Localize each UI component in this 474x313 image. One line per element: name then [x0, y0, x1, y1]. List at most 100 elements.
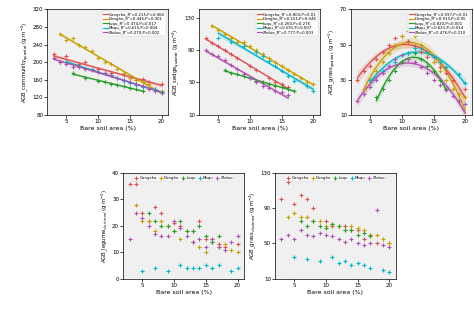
Point — [392, 69, 399, 74]
Point — [398, 53, 406, 58]
Point — [417, 56, 425, 61]
Point — [132, 87, 140, 92]
Point — [316, 223, 323, 228]
Point — [75, 62, 83, 67]
Point — [259, 52, 266, 57]
Point — [202, 250, 210, 255]
Point — [278, 64, 285, 69]
Point — [234, 39, 241, 44]
Point — [234, 265, 241, 270]
Point — [354, 98, 361, 103]
Point — [240, 74, 247, 79]
Point — [411, 33, 419, 38]
Point — [221, 57, 228, 62]
Point — [398, 33, 406, 38]
Point — [322, 225, 330, 230]
Point — [366, 77, 374, 82]
Point — [158, 90, 165, 95]
Point — [322, 232, 330, 237]
X-axis label: Bare soil area (%): Bare soil area (%) — [80, 126, 136, 131]
Point — [436, 65, 444, 70]
Point — [278, 69, 285, 74]
Point — [379, 267, 387, 272]
Point — [56, 60, 64, 65]
Point — [373, 69, 380, 74]
Point — [360, 243, 368, 248]
Point — [234, 250, 241, 255]
Point — [253, 80, 260, 85]
Point — [107, 73, 115, 78]
Point — [417, 65, 425, 70]
Point — [196, 223, 203, 228]
Point — [253, 78, 260, 83]
Point — [139, 85, 146, 90]
Point — [50, 52, 57, 57]
Point — [215, 244, 222, 249]
Point — [227, 70, 235, 75]
Legend: Gangcha, Donghe, Luqu, Maqu, Zhduo: Gangcha, Donghe, Luqu, Maqu, Zhduo — [133, 175, 234, 181]
Point — [69, 35, 77, 40]
Point — [455, 98, 463, 103]
Point — [94, 78, 102, 83]
Point — [183, 265, 191, 270]
Point — [284, 92, 292, 97]
Point — [189, 228, 197, 233]
Point — [398, 33, 406, 38]
Point — [253, 49, 260, 54]
Point — [379, 243, 387, 248]
Point — [328, 223, 336, 228]
Point — [56, 31, 64, 36]
Y-axis label: AGB_legume$_{clustered}$ (g m$^{-2}$): AGB_legume$_{clustered}$ (g m$^{-2}$) — [100, 189, 110, 263]
Point — [69, 64, 77, 69]
Point — [430, 60, 438, 65]
Point — [139, 88, 146, 93]
Point — [303, 80, 311, 85]
Point — [373, 241, 381, 246]
Point — [335, 223, 342, 228]
Point — [303, 257, 310, 262]
Point — [366, 77, 374, 82]
Point — [360, 69, 367, 74]
Point — [347, 237, 355, 242]
Point — [360, 263, 368, 268]
Point — [423, 63, 431, 68]
Point — [63, 38, 70, 43]
Point — [139, 84, 146, 89]
Point — [202, 35, 210, 40]
Point — [291, 210, 298, 215]
Point — [215, 234, 222, 239]
Point — [88, 49, 96, 54]
Point — [63, 62, 70, 67]
Point — [354, 241, 362, 246]
Point — [284, 68, 292, 73]
Point — [69, 71, 77, 76]
Point — [430, 54, 438, 59]
Point — [246, 44, 254, 49]
Point — [385, 241, 393, 246]
Point — [297, 214, 304, 219]
Point — [157, 218, 165, 223]
Point — [385, 244, 393, 249]
Point — [151, 228, 159, 233]
Point — [126, 75, 134, 80]
Point — [442, 77, 450, 82]
Point — [423, 51, 431, 56]
Point — [196, 218, 203, 223]
Point — [411, 44, 419, 49]
Point — [272, 80, 279, 85]
Point — [202, 48, 210, 53]
Point — [196, 244, 203, 249]
Point — [94, 69, 102, 74]
Point — [354, 228, 362, 233]
Point — [379, 70, 387, 75]
Point — [228, 239, 235, 244]
Point — [303, 197, 310, 202]
Point — [417, 46, 425, 51]
Point — [265, 56, 273, 61]
Point — [303, 223, 310, 228]
Point — [164, 268, 172, 273]
Point — [113, 83, 121, 88]
Point — [113, 75, 121, 80]
Point — [82, 60, 89, 65]
Point — [177, 263, 184, 268]
